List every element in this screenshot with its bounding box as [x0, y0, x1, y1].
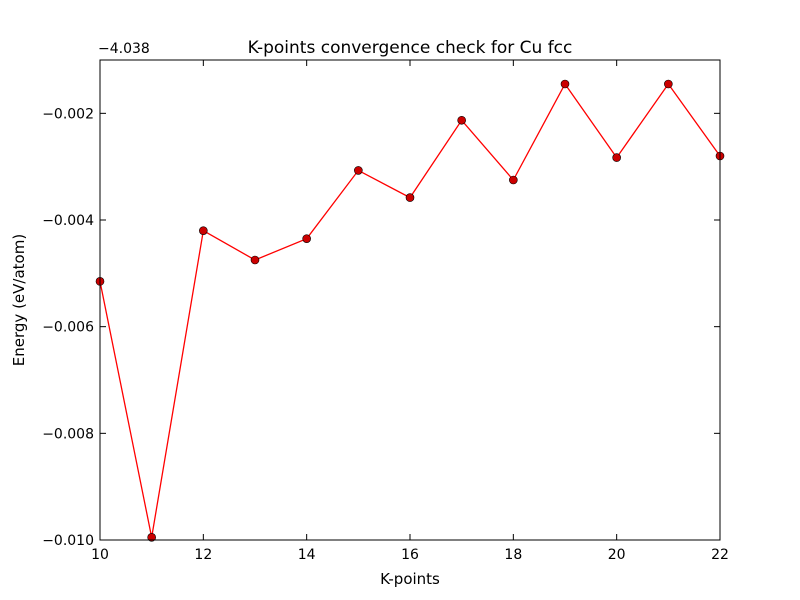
- x-tick-label: 10: [91, 547, 109, 563]
- y-offset-label: −4.038: [98, 41, 150, 57]
- y-tick-label: −0.010: [42, 533, 94, 549]
- data-point: [354, 166, 363, 175]
- data-point: [250, 255, 260, 265]
- x-tick-label: 18: [504, 547, 522, 563]
- x-tick-label: 20: [608, 547, 626, 563]
- x-tick-label: 22: [711, 547, 729, 563]
- x-tick-label: 12: [194, 547, 212, 563]
- y-tick-label: −0.002: [42, 106, 94, 122]
- data-point: [664, 79, 673, 89]
- data-point: [147, 533, 156, 542]
- data-point: [457, 115, 466, 125]
- x-tick-label: 14: [298, 547, 316, 563]
- data-point: [560, 79, 570, 89]
- y-tick-label: −0.004: [42, 213, 94, 229]
- x-axis-label: K-points: [380, 570, 440, 588]
- data-point: [302, 234, 311, 243]
- data-point: [199, 226, 208, 235]
- data-point: [405, 193, 415, 202]
- y-tick-label: −0.008: [42, 426, 94, 442]
- y-tick-label: −0.006: [42, 320, 94, 336]
- y-axis-label: Energy (eV/atom): [10, 234, 28, 366]
- data-point: [612, 153, 621, 162]
- chart-title: K-points convergence check for Cu fcc: [248, 38, 573, 58]
- data-point: [509, 175, 518, 185]
- x-tick-label: 16: [401, 547, 419, 563]
- plot-frame: [99, 59, 721, 541]
